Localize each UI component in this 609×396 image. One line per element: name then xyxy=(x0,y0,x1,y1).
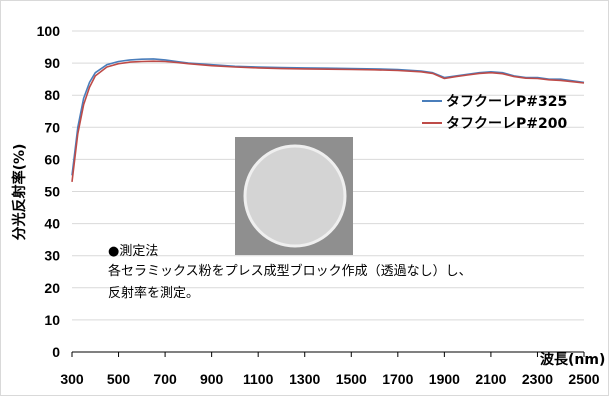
measurement-note: ●測定法 各セラミックス粉をプレス成型ブロック作成（透過なし）し、 反射率を測定… xyxy=(108,244,472,301)
legend-label: タフクーレP#325 xyxy=(446,94,567,110)
sample-photo xyxy=(235,137,353,255)
note-heading: ●測定法 xyxy=(108,244,158,259)
y-tick-label: 40 xyxy=(44,216,60,232)
x-tick-label: 500 xyxy=(107,371,131,387)
legend: タフクーレP#325 タフクーレP#200 xyxy=(422,94,567,132)
y-tick-label: 30 xyxy=(44,248,60,264)
y-tick-label: 60 xyxy=(44,151,60,167)
y-tick-label: 20 xyxy=(44,280,60,296)
x-tick-label: 900 xyxy=(200,371,224,387)
x-tick-label: 2100 xyxy=(475,371,506,387)
x-tick-label: 1500 xyxy=(336,371,367,387)
y-tick-label: 10 xyxy=(44,312,60,328)
y-tick-label: 50 xyxy=(44,184,60,200)
x-tick-label: 1300 xyxy=(289,371,320,387)
series-line-2 xyxy=(71,60,585,182)
x-tick-label: 300 xyxy=(60,371,84,387)
note-line-1: 各セラミックス粉をプレス成型ブロック作成（透過なし）し、 xyxy=(108,263,472,279)
y-axis-title: 分光反射率(%) xyxy=(11,144,28,241)
x-tick-label: 2300 xyxy=(522,371,553,387)
x-tick-label: 2500 xyxy=(568,371,599,387)
y-tick-label: 0 xyxy=(52,344,60,360)
y-tick-label: 100 xyxy=(37,23,61,39)
y-tick-label: 90 xyxy=(44,55,60,71)
x-tick-label: 1100 xyxy=(243,371,274,387)
x-tick-label: 700 xyxy=(153,371,177,387)
gridlines xyxy=(71,30,585,357)
x-tick-labels: 300 500 700 900 1100 1300 1500 1700 1900 2100 2300… xyxy=(60,371,599,387)
legend-label: タフクーレP#200 xyxy=(446,116,567,132)
x-tick-label: 1900 xyxy=(429,371,460,387)
x-axis-title: 波長(nm) xyxy=(540,351,605,368)
y-tick-labels: 0 10 20 30 40 50 60 70 80 90 100 xyxy=(37,23,61,360)
y-tick-label: 80 xyxy=(44,87,60,103)
note-line-2: 反射率を測定。 xyxy=(108,285,199,301)
x-tick-label: 1700 xyxy=(382,371,413,387)
series-lines xyxy=(71,58,585,182)
ceramic-disc-icon xyxy=(243,144,347,248)
y-tick-label: 70 xyxy=(44,119,60,135)
